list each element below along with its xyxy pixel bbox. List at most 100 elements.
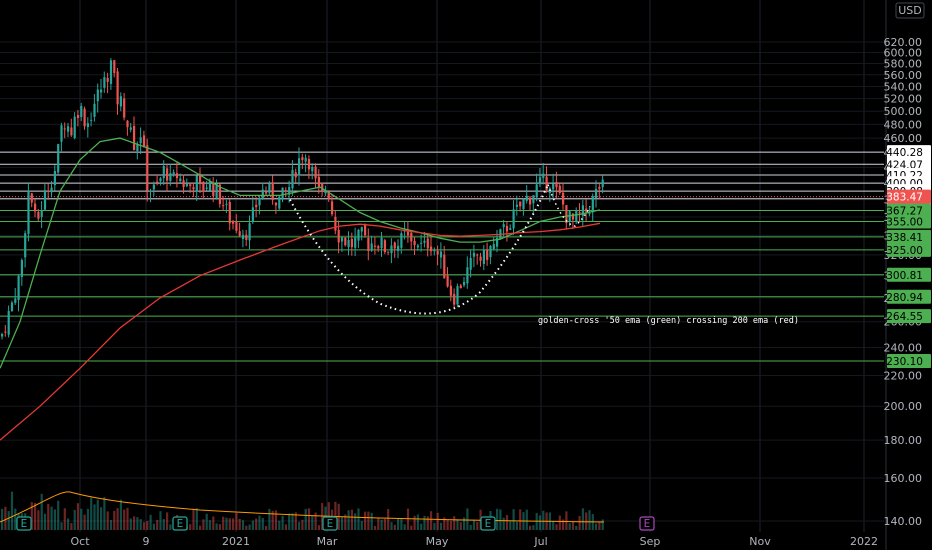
volume-bar (156, 519, 159, 530)
candle-body (179, 178, 182, 182)
volume-bar (258, 515, 261, 530)
candle-body (324, 189, 327, 194)
candle-body (27, 190, 30, 234)
candle-body (76, 115, 80, 118)
candle-body (225, 203, 228, 205)
volume-bar (542, 510, 545, 530)
candle-body (331, 201, 334, 215)
candle-body (591, 196, 594, 213)
volume-bar (350, 509, 353, 530)
volume-bar (103, 497, 106, 530)
volume-bar (515, 521, 518, 530)
earnings-marker[interactable] (16, 516, 32, 531)
candle-body (449, 285, 452, 296)
candle-body (195, 175, 198, 192)
volume-bar (340, 516, 344, 530)
earnings-marker-label: E (177, 518, 184, 530)
candle-body (397, 245, 400, 251)
candle-body (585, 208, 588, 212)
candle-body (83, 108, 86, 127)
volume-bar (166, 512, 169, 530)
y-tick-label: 520.00 (884, 93, 923, 106)
level-badge (887, 354, 931, 369)
x-tick-label: 2022 (850, 535, 878, 548)
y-tick-label: 220.00 (884, 370, 923, 383)
candle-body (202, 181, 205, 192)
volume-bar (298, 521, 301, 530)
candle-body (123, 98, 126, 118)
volume-bar (601, 519, 604, 530)
candle-body (185, 183, 188, 187)
candle-body (317, 176, 320, 188)
volume-bar (50, 506, 53, 530)
candle-body (166, 168, 169, 181)
volume-bar (129, 518, 132, 530)
candle-body (189, 184, 192, 186)
candle-body (208, 181, 212, 191)
level-badge (887, 309, 931, 324)
price-axis[interactable]: 140.00160.00180.00200.00220.00240.00260.… (884, 0, 932, 550)
candle-body (588, 213, 591, 215)
volume-bar (123, 509, 126, 530)
y-tick-label: 500.00 (884, 105, 923, 118)
candle-body (215, 183, 218, 199)
x-tick-label: Jul (533, 535, 547, 548)
x-tick-label: 9 (143, 535, 150, 548)
earnings-marker-label: E (21, 518, 28, 530)
candle-body (265, 192, 268, 194)
candle-body (199, 173, 202, 183)
earnings-marker[interactable] (639, 516, 655, 531)
volume-bar (225, 517, 228, 530)
candle-body (136, 144, 139, 152)
earnings-marker[interactable] (172, 516, 188, 531)
level-badge (887, 242, 931, 257)
candle-body (575, 210, 578, 222)
candle-body (393, 242, 396, 249)
volume-bar (552, 521, 555, 530)
volume-bar (291, 513, 294, 530)
volume-bar (529, 525, 532, 530)
volume-bar (215, 523, 218, 530)
candle-body (525, 195, 528, 201)
volume-bar (152, 523, 155, 530)
volume-bar (278, 520, 281, 530)
candle-body (172, 172, 175, 175)
candle-body (96, 89, 99, 102)
candle-body (581, 205, 584, 216)
candle-body (126, 120, 129, 128)
volume-bar (205, 513, 208, 530)
candle-body (14, 298, 17, 303)
volume-bar (106, 511, 109, 530)
candle-body (529, 197, 532, 205)
time-axis[interactable]: Oct 9 2021 Mar May Jul Sep Nov 2022 (70, 535, 878, 548)
earnings-marker[interactable] (480, 516, 496, 531)
candle-body (73, 116, 76, 139)
volume-bar (76, 503, 80, 530)
volume-bar (34, 503, 37, 530)
candle-body (1, 334, 4, 337)
level-badge-text: 300.81 (886, 270, 923, 282)
candle-body (479, 256, 482, 261)
volume-bar (314, 512, 317, 530)
volume-bar (73, 509, 76, 530)
volume-bar (80, 508, 83, 530)
volume-bar (443, 517, 446, 530)
earnings-marker[interactable] (322, 516, 338, 531)
volume-bar (430, 511, 433, 530)
candle-body (192, 187, 195, 190)
volume-bar (67, 518, 70, 530)
volume-bar (93, 504, 96, 530)
candle-body (63, 128, 66, 130)
currency-label[interactable]: USD (895, 2, 925, 19)
volume-bar (60, 522, 63, 530)
volume-bar (390, 522, 393, 530)
candle-body (169, 173, 172, 181)
candle-body (430, 246, 433, 252)
y-tick-label: 580.00 (884, 57, 923, 70)
y-tick-label: 160.00 (884, 472, 923, 485)
candle-body (57, 144, 60, 173)
volume-bar (7, 511, 10, 530)
candle-body (321, 183, 324, 191)
